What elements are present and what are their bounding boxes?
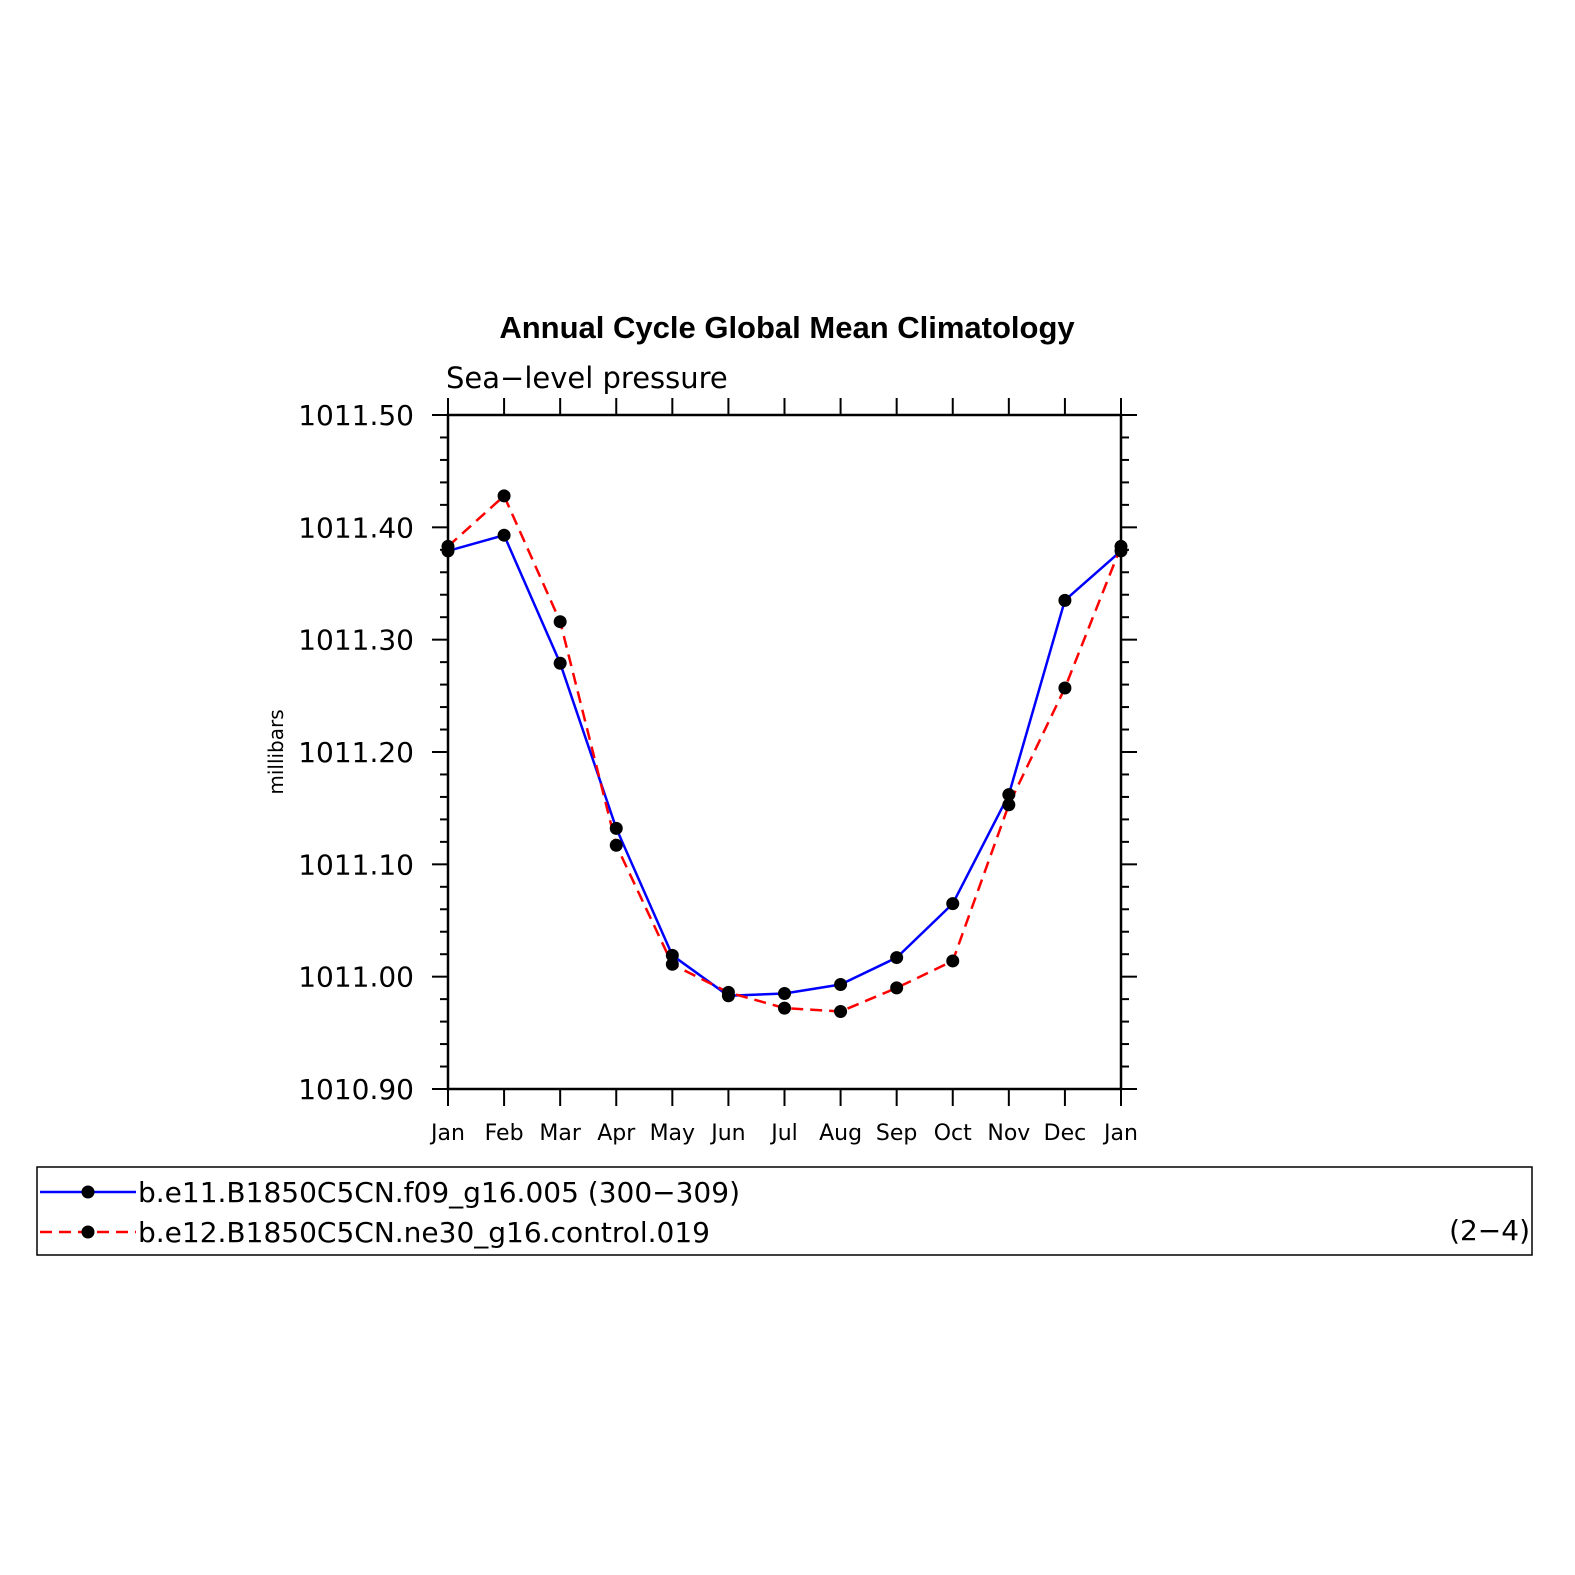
data-point-series-1: [497, 528, 511, 542]
data-point-series-2: [609, 838, 623, 852]
data-point-series-1: [1058, 593, 1072, 607]
data-point-series-1: [946, 897, 960, 911]
axis-ticks: 1010.90 1011.00 1011.10 1011.20 1011.30 1011.…: [298, 398, 1138, 1146]
data-point-series-2: [946, 954, 960, 968]
series-lines: [447, 494, 1123, 1013]
x-tick-label: Feb: [485, 1121, 524, 1146]
legend-label-1: b.e11.B1850C5CN.f09_g16.005 (300−309): [138, 1176, 740, 1209]
plot-frame: [446, 413, 1123, 1091]
data-point-series-2: [553, 615, 567, 629]
y-tick-label: 1011.50: [298, 399, 414, 432]
data-point-series-1: [778, 987, 791, 1001]
x-tick-label: Jan: [1102, 1121, 1138, 1146]
x-tick-label: Nov: [987, 1121, 1030, 1146]
y-tick-label: 1010.90: [298, 1073, 414, 1106]
data-point-series-2: [834, 1004, 848, 1018]
series-markers: [441, 489, 1128, 1018]
data-point-series-2: [890, 981, 904, 995]
x-tick-label: Jul: [769, 1121, 798, 1146]
legend-marker-1: [81, 1185, 95, 1199]
legend-label-2: b.e12.B1850C5CN.ne30_g16.control.019: [138, 1216, 710, 1249]
data-point-series-2: [665, 957, 679, 971]
data-point-series-1: [1002, 788, 1016, 802]
data-point-series-1: [553, 656, 567, 670]
data-point-series-2: [721, 985, 735, 999]
chart-subtitle: Sea−level pressure: [446, 361, 728, 395]
data-point-series-1: [834, 978, 848, 992]
data-point-series-2: [1058, 681, 1072, 695]
data-point-series-1: [665, 948, 679, 962]
legend-page-number: (2−4): [1449, 1214, 1530, 1247]
data-point-series-1: [890, 951, 904, 965]
y-tick-label: 1011.40: [298, 511, 414, 544]
x-tick-label: May: [650, 1121, 695, 1146]
y-axis-label: millibars: [264, 709, 288, 794]
data-point-series-1: [609, 821, 623, 835]
series-line-1: [447, 533, 1122, 998]
x-tick-label: Aug: [819, 1121, 862, 1146]
chart-title: Annual Cycle Global Mean Climatology: [499, 310, 1075, 345]
data-point-series-2: [778, 1001, 791, 1015]
data-point-series-2: [1002, 798, 1016, 812]
x-tick-label: Sep: [876, 1121, 917, 1146]
x-tick-label: Dec: [1044, 1121, 1087, 1146]
x-tick-label: Oct: [934, 1121, 972, 1146]
y-tick-label: 1011.30: [298, 624, 414, 657]
x-tick-label: Mar: [539, 1121, 581, 1146]
data-point-series-2: [497, 489, 511, 503]
legend-box: [36, 1166, 1533, 1256]
legend-marker-2: [81, 1225, 95, 1239]
x-tick-label: Jan: [429, 1121, 465, 1146]
x-tick-label: Jun: [709, 1121, 745, 1146]
x-tick-label: Apr: [597, 1121, 636, 1146]
y-tick-label: 1011.20: [298, 736, 414, 769]
y-tick-label: 1011.10: [298, 848, 414, 881]
legend: b.e11.B1850C5CN.f09_g16.005 (300−309) b.e…: [40, 1176, 740, 1249]
y-tick-label: 1011.00: [298, 961, 414, 994]
